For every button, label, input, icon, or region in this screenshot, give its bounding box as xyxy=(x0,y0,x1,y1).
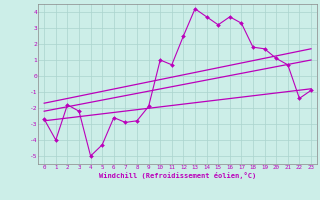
X-axis label: Windchill (Refroidissement éolien,°C): Windchill (Refroidissement éolien,°C) xyxy=(99,172,256,179)
